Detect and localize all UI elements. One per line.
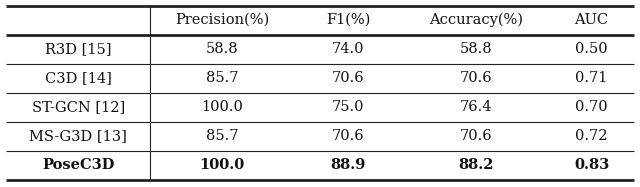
Text: 75.0: 75.0 xyxy=(332,100,364,114)
Text: C3D [14]: C3D [14] xyxy=(45,71,111,85)
Text: 70.6: 70.6 xyxy=(460,71,492,85)
Text: 0.50: 0.50 xyxy=(575,42,608,56)
Text: Accuracy(%): Accuracy(%) xyxy=(429,13,523,27)
Text: 70.6: 70.6 xyxy=(332,129,364,143)
Text: ST-GCN [12]: ST-GCN [12] xyxy=(31,100,125,114)
Text: R3D [15]: R3D [15] xyxy=(45,42,111,56)
Text: Precision(%): Precision(%) xyxy=(175,13,269,27)
Text: 0.70: 0.70 xyxy=(575,100,608,114)
Text: F1(%): F1(%) xyxy=(326,13,370,27)
Text: 100.0: 100.0 xyxy=(201,100,243,114)
Text: 76.4: 76.4 xyxy=(460,100,492,114)
Text: 0.71: 0.71 xyxy=(575,71,608,85)
Text: 58.8: 58.8 xyxy=(460,42,492,56)
Text: 0.72: 0.72 xyxy=(575,129,608,143)
Text: PoseC3D: PoseC3D xyxy=(42,158,115,172)
Text: 58.8: 58.8 xyxy=(205,42,238,56)
Text: AUC: AUC xyxy=(575,13,609,27)
Text: 85.7: 85.7 xyxy=(205,129,238,143)
Text: 85.7: 85.7 xyxy=(205,71,238,85)
Text: MS-G3D [13]: MS-G3D [13] xyxy=(29,129,127,143)
Text: 100.0: 100.0 xyxy=(199,158,244,172)
Text: 74.0: 74.0 xyxy=(332,42,364,56)
Text: 70.6: 70.6 xyxy=(460,129,492,143)
Text: 70.6: 70.6 xyxy=(332,71,364,85)
Text: 88.9: 88.9 xyxy=(330,158,365,172)
Text: 88.2: 88.2 xyxy=(458,158,493,172)
Text: 0.83: 0.83 xyxy=(574,158,609,172)
